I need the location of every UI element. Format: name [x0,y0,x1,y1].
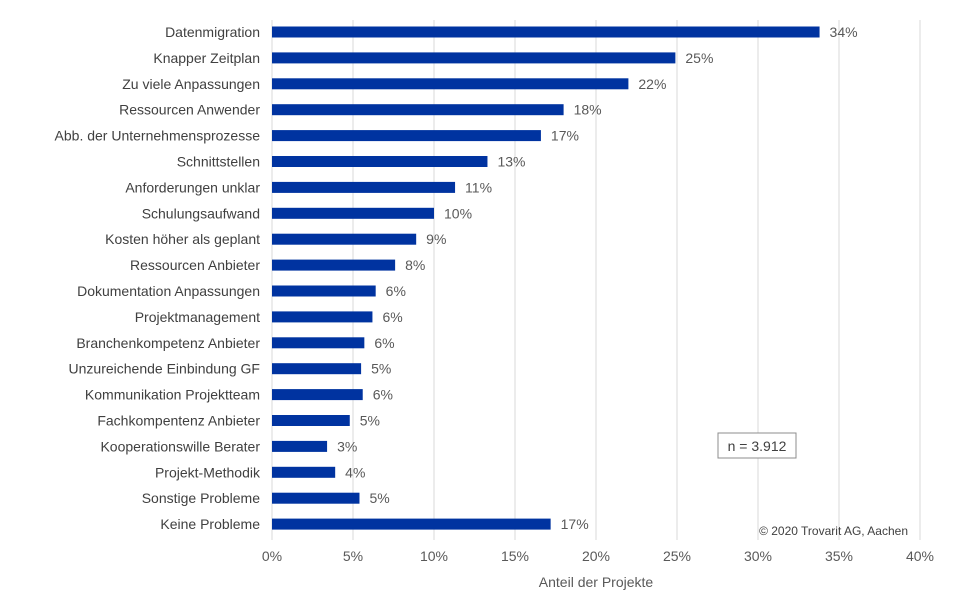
bar [272,130,541,142]
x-tick-label: 20% [582,548,610,564]
category-label: Knapper Zeitplan [153,50,260,66]
category-label: Keine Probleme [160,516,260,532]
category-label: Projekt-Methodik [155,464,261,480]
bar [272,389,363,401]
bar [272,311,373,323]
value-label: 5% [360,413,380,429]
bar [272,78,629,90]
value-label: 6% [386,283,406,299]
category-label: Projektmanagement [135,309,260,325]
x-tick-label: 25% [663,548,691,564]
sample-size-note: n = 3.912 [728,438,787,454]
bars [272,26,820,530]
category-label: Kommunikation Projektteam [85,387,260,403]
value-label: 5% [371,361,391,377]
x-axis-title: Anteil der Projekte [539,574,654,590]
bar [272,26,820,38]
x-tick-label: 35% [825,548,853,564]
value-label: 6% [373,387,393,403]
value-label: 17% [551,128,579,144]
x-tick-label: 0% [262,548,282,564]
sample-size-frame [717,432,797,459]
category-label: Kosten höher als geplant [105,231,260,247]
category-label: Zu viele Anpassungen [122,76,260,92]
gridlines [271,20,921,540]
bar [272,466,336,478]
bar [272,233,417,245]
value-label: 17% [561,516,589,532]
value-label: 6% [374,335,394,351]
x-tick-label: 5% [343,548,363,564]
copyright-note: © 2020 Trovarit AG, Aachen [759,524,908,538]
category-label: Schnittstellen [177,154,260,170]
category-label: Anforderungen unklar [125,179,260,195]
bar [272,415,350,426]
x-tick-label: 30% [744,548,772,564]
value-label: 13% [497,154,525,170]
bar [272,52,676,64]
bar [272,518,551,530]
value-labels: 34% 25% 22% 18% 17% 13% 11% 10% 9%8% 6% 6% 6% 5% 6% 5%… [337,24,858,532]
bar [272,285,376,297]
value-label: 34% [830,24,858,40]
category-label: Sonstige Probleme [142,490,261,506]
sample-size-box: n = 3.912 [717,432,797,459]
bar [272,492,360,504]
value-label: 3% [337,438,357,454]
value-label: 25% [685,50,713,66]
bar [272,337,365,349]
x-tick-label: 15% [501,548,529,564]
category-label: Abb. der Unternehmensprozesse [55,128,261,144]
category-label: Schulungsaufwand [142,205,260,221]
x-tick-label: 10% [420,548,448,564]
category-label: Datenmigration [165,24,260,40]
category-label: Branchenkompetenz Anbieter [76,335,260,351]
value-label: 9% [426,231,446,247]
value-label: 10% [444,205,472,221]
x-tick-label: 40% [906,548,934,564]
value-label: 6% [382,309,402,325]
category-labels: Datenmigration Knapper Zeitplan Zu viele A… [55,24,261,532]
category-label: Ressourcen Anwender [119,102,260,118]
value-label: 11% [465,179,492,195]
bar [272,156,488,167]
value-label: 8% [405,257,425,273]
category-label: Kooperationswille Berater [100,438,260,454]
value-label: 22% [638,76,666,92]
bar [272,440,328,452]
value-label: 18% [574,102,602,118]
value-label: 4% [345,464,365,480]
bar [272,259,396,271]
bar [272,181,456,193]
category-label: Unzureichende Einbindung GF [69,361,260,377]
bar [272,363,362,375]
bar [272,207,434,219]
category-label: Ressourcen Anbieter [130,257,260,273]
category-label: Fachkompentenz Anbieter [97,413,260,429]
bar [272,104,564,116]
value-label: 5% [369,490,389,506]
x-tick-labels: 0% 5% 10% 15% 20% 25% 30% 35% 40% [262,548,934,564]
category-label: Dokumentation Anpassungen [77,283,260,299]
